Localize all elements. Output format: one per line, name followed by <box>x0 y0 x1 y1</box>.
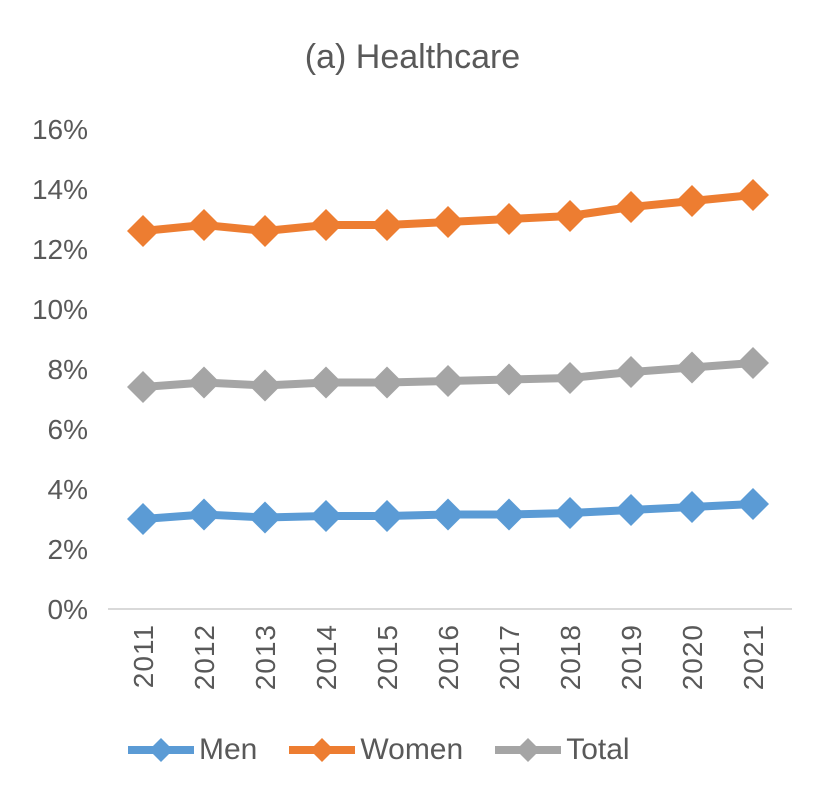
x-axis-tick-label: 2019 <box>616 624 647 690</box>
legend-item-men: Men <box>126 733 257 767</box>
y-axis-tick-label: 16% <box>32 114 88 145</box>
women-data-point-marker <box>615 191 647 223</box>
y-axis-tick-label: 6% <box>48 414 88 445</box>
men-data-point-marker <box>737 488 769 520</box>
women-data-point-marker <box>737 179 769 211</box>
total-data-point-marker <box>615 356 647 388</box>
y-axis-tick-label: 4% <box>48 474 88 505</box>
women-data-point-marker <box>249 215 281 247</box>
women-data-point-marker <box>676 185 708 217</box>
men-data-point-marker <box>188 498 220 531</box>
legend-label-total: Total <box>566 733 630 766</box>
women-data-point-marker <box>188 209 220 241</box>
legend-label-women: Women <box>360 733 464 766</box>
y-axis-tick-label: 12% <box>32 234 88 265</box>
x-axis-tick-label: 2013 <box>250 624 281 690</box>
total-data-point-marker <box>371 366 403 399</box>
x-axis-tick-label: 2020 <box>677 624 708 690</box>
women-data-point-marker <box>493 203 525 235</box>
women-data-point-marker <box>371 209 403 241</box>
men-data-point-marker <box>371 500 403 532</box>
y-axis-tick-label: 14% <box>32 174 88 205</box>
y-axis-tick-label: 8% <box>48 354 88 385</box>
total-series-marker-icon <box>495 738 562 762</box>
total-data-point-marker <box>127 371 159 403</box>
women-data-point-marker <box>127 215 159 247</box>
men-data-point-marker <box>554 497 586 529</box>
women-data-point-marker <box>310 209 342 241</box>
legend-item-total: Total <box>493 733 630 767</box>
x-axis-tick-label: 2014 <box>311 624 342 690</box>
y-axis-tick-label: 2% <box>48 534 88 565</box>
total-data-point-marker <box>737 347 769 379</box>
men-data-point-marker <box>249 501 281 534</box>
total-data-point-marker <box>249 369 281 402</box>
legend-label-men: Men <box>199 733 258 766</box>
x-axis-tick-label: 2021 <box>738 624 769 690</box>
total-data-point-marker <box>554 362 586 394</box>
x-axis-tick-label: 2011 <box>128 624 159 688</box>
x-axis-tick-label: 2012 <box>189 624 220 690</box>
men-data-point-marker <box>676 491 708 523</box>
chart-legend: Men Women Total <box>126 733 630 767</box>
total-data-point-marker <box>493 363 525 396</box>
men-data-point-marker <box>615 494 647 526</box>
women-data-point-marker <box>432 206 464 238</box>
chart-title: (a) Healthcare <box>304 38 521 76</box>
y-axis-tick-label: 0% <box>48 594 88 625</box>
men-data-point-marker <box>493 498 525 531</box>
total-data-point-marker <box>188 366 220 399</box>
men-data-point-marker <box>432 498 464 531</box>
men-data-point-marker <box>310 500 342 532</box>
x-axis-tick-label: 2015 <box>372 624 403 690</box>
legend-item-women: Women <box>287 733 463 767</box>
women-series-marker-icon <box>289 738 356 762</box>
x-axis-tick-label: 2017 <box>494 624 525 690</box>
total-data-point-marker <box>310 366 342 399</box>
women-data-point-marker <box>554 200 586 232</box>
x-axis-tick-label: 2016 <box>433 624 464 690</box>
men-data-point-marker <box>127 503 159 535</box>
total-data-point-marker <box>432 365 464 397</box>
x-axis-tick-label: 2018 <box>555 624 586 690</box>
total-data-point-marker <box>676 351 708 384</box>
y-axis-tick-label: 10% <box>32 294 88 325</box>
men-series-marker-icon <box>128 738 194 762</box>
